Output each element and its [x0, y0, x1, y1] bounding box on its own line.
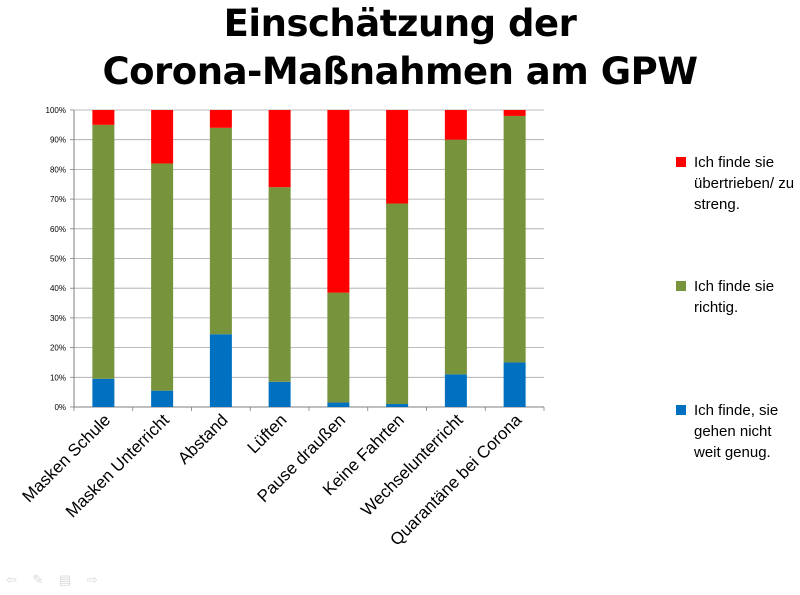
bar-segment: [444, 139, 467, 375]
chart-title-line-2: Corona-Maßnahmen am GPW: [102, 50, 698, 93]
bar-segment: [503, 115, 526, 363]
bar-segment: [209, 127, 232, 335]
y-tick-label: 70%: [50, 195, 66, 204]
y-tick-label: 80%: [50, 165, 66, 174]
x-tick-label: Wechselunterricht: [357, 410, 467, 520]
y-tick-label: 0%: [54, 403, 66, 412]
bar-segment: [92, 110, 115, 125]
y-tick-label: 30%: [50, 314, 66, 323]
legend-swatch: [676, 405, 686, 415]
bar-segment: [268, 187, 291, 382]
bar-segment: [209, 110, 232, 128]
legend-swatch: [676, 281, 686, 291]
bar-segment: [209, 334, 232, 407]
bar-segment: [386, 404, 409, 407]
y-tick-label: 20%: [50, 344, 66, 353]
bar-segment: [268, 381, 291, 407]
bar-segment: [444, 374, 467, 407]
y-tick-label: 10%: [50, 373, 66, 382]
legend-label: Ich finde, sie gehen nicht weit genug.: [694, 402, 779, 461]
bar-segment: [327, 292, 350, 403]
y-tick-label: 40%: [50, 284, 66, 293]
bar-segment: [151, 390, 174, 407]
y-tick-label: 100%: [46, 106, 66, 115]
bar-segment: [268, 110, 291, 188]
x-tick-label: Lüften: [244, 410, 291, 457]
bar-segment: [503, 362, 526, 407]
bar-segment: [151, 163, 174, 391]
bar-segment: [386, 110, 409, 204]
bar-segment: [92, 378, 115, 407]
y-tick-label: 60%: [50, 225, 66, 234]
legend-label: Ich finde sie richtig.: [694, 278, 775, 316]
bar-segment: [444, 110, 467, 140]
chart-title-line-1: Einschätzung der: [223, 2, 577, 45]
y-tick-label: 90%: [50, 136, 66, 145]
legend-label: Ich finde sie übertrieben/ zu streng.: [694, 154, 795, 213]
x-tick-label: Abstand: [174, 410, 232, 468]
x-tick-label: Masken Unterricht: [62, 410, 173, 521]
y-tick-label: 50%: [50, 255, 66, 264]
slide-controls[interactable]: ⇦ ✎ ▤ ⇨: [6, 572, 104, 587]
bar-segment: [92, 124, 115, 379]
bar-segment: [503, 110, 526, 116]
bar-segment: [386, 203, 409, 405]
bar-segment: [327, 402, 350, 407]
legend-swatch: [676, 157, 686, 167]
bar-segment: [327, 110, 350, 293]
bar-segment: [151, 110, 174, 164]
